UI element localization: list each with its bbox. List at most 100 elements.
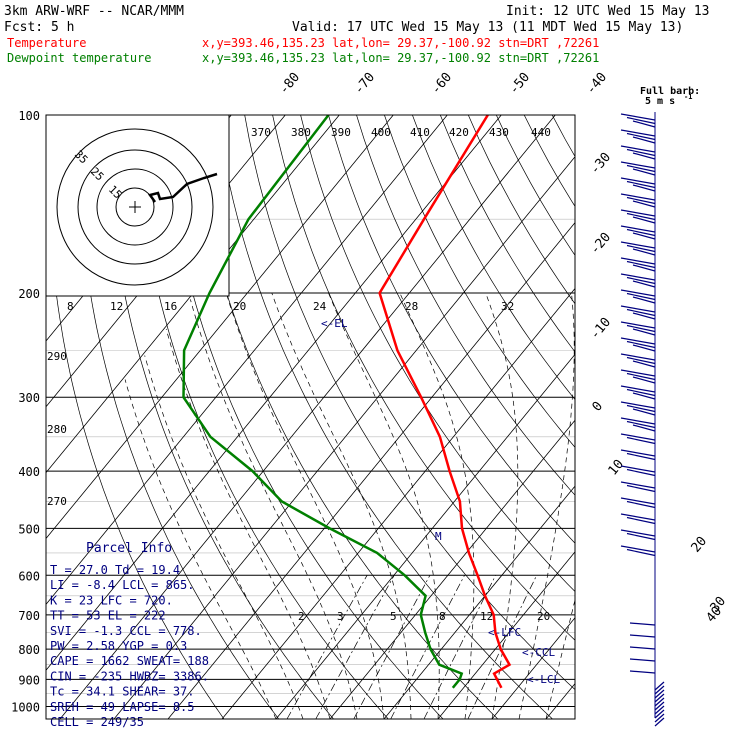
wind-barb [632, 136, 656, 144]
wind-barb [620, 321, 656, 329]
wind-barb [632, 168, 656, 176]
isotherm-line [113, 156, 575, 719]
valid-time: Valid: 17 UTC Wed 15 May 13 (11 MDT Wed … [292, 20, 683, 35]
wind-barb [626, 372, 656, 381]
parcel-info-row: PW = 2.58 YGP = 0.3 [50, 639, 187, 653]
isotherm-label: -30 [588, 150, 615, 178]
barb-key-unit: 5 m s [645, 96, 675, 107]
dry-adiabat [160, 115, 444, 719]
mixing-ratio-line [390, 575, 465, 719]
wind-barb [632, 376, 656, 384]
wind-barb [626, 484, 656, 493]
isotherm-line [46, 115, 448, 605]
temperature-profile [378, 115, 512, 689]
barb-key-exponent: -1 [684, 93, 692, 101]
diagram-border [45, 114, 576, 720]
moist-adiabat [124, 379, 277, 719]
moist-adiabat [225, 292, 385, 719]
hodograph-frame [45, 114, 230, 297]
temperature-location: x,y=393.46,135.23 lat,lon= 29.37,-100.92… [202, 36, 599, 50]
wind-barb [632, 360, 656, 368]
wind-barb [626, 276, 656, 285]
pressure-label: 1000 [11, 700, 40, 714]
wind-barb [626, 260, 656, 269]
wind-barb [620, 161, 656, 169]
dry-adiabat [384, 115, 575, 448]
mixing-ratio-line [286, 575, 368, 719]
wind-barb-surface [654, 685, 665, 695]
hodo-speed-label: 12 [110, 300, 123, 313]
dry-adiabat [244, 115, 575, 691]
theta-label: 430 [489, 126, 509, 139]
wind-barb [632, 328, 656, 336]
isotherm-label: 20 [689, 534, 711, 556]
isotherm-line [46, 115, 502, 671]
m-marker: M [435, 530, 442, 543]
wind-barb [629, 622, 656, 626]
hodo-ring [96, 168, 174, 246]
wind-barb [632, 152, 656, 160]
theta-label: 370 [251, 126, 271, 139]
isotherm-line [600, 115, 740, 719]
theta-label: 280 [47, 423, 67, 436]
wind-barb [626, 308, 656, 317]
wind-barb [620, 449, 656, 457]
wind-barb [632, 264, 656, 272]
wind-barb [620, 273, 656, 281]
isotherm-label: -80 [277, 70, 304, 98]
dry-adiabat [356, 115, 575, 496]
el-marker: <-EL [321, 317, 348, 330]
wind-barb-surface [654, 717, 665, 727]
wind-barb-surface [654, 701, 665, 711]
dry-adiabat [300, 115, 575, 592]
wind-barb [620, 465, 656, 473]
isotherm-line [59, 115, 556, 719]
wind-barb [632, 344, 656, 352]
dry-adiabat [188, 115, 499, 719]
hodo-speed-label: 20 [233, 300, 246, 313]
wind-barb [632, 424, 656, 432]
theta-label: 270 [47, 495, 67, 508]
lfc-marker: <-LFC [488, 626, 521, 639]
wind-barb [626, 420, 656, 429]
pressure-label: 700 [18, 609, 40, 623]
moist-adiabat [165, 328, 331, 719]
mixing-ratio-label: 3 [337, 610, 344, 623]
dry-adiabat [47, 115, 225, 719]
isotherm-label: 10 [606, 457, 628, 479]
isotherm-label: -10 [588, 315, 615, 343]
wind-barb [620, 209, 656, 217]
hodo-ring [56, 128, 214, 286]
pressure-label: 400 [18, 465, 40, 479]
dry-adiabat [76, 115, 279, 719]
wind-barb [620, 225, 656, 233]
isotherm-label: -60 [429, 70, 456, 98]
mixing-ratio-label: 2 [298, 610, 305, 623]
isotherm-label: 0 [590, 399, 607, 415]
dry-adiabat [328, 115, 575, 544]
theta-label: 410 [410, 126, 430, 139]
moist-adiabat-lines [124, 292, 575, 719]
wind-barb [632, 120, 656, 128]
wind-barb [620, 177, 656, 185]
wind-barb [620, 305, 656, 313]
wind-barb [626, 500, 656, 509]
dry-adiabat [495, 115, 575, 256]
theta-label: 390 [331, 126, 351, 139]
sounding-profiles [182, 115, 512, 689]
model-title: 3km ARW-WRF -- NCAR/MMM [4, 4, 184, 19]
moist-adiabat [399, 292, 475, 719]
dewpoint-legend: Dewpoint temperature [7, 51, 152, 65]
parcel-info-row: SVI = -1.3 CCL = 778. [50, 624, 202, 638]
dry-adiabat-lines [47, 115, 575, 719]
isotherm-line [329, 419, 575, 719]
dewpoint-profile [182, 115, 464, 689]
wind-barb [620, 257, 656, 265]
mixing-ratio-line [467, 575, 538, 719]
pressure-label: 900 [18, 673, 40, 687]
wind-barb-surface [654, 705, 665, 715]
pressure-label: 600 [18, 569, 40, 583]
barb-key-title: Full barb: [640, 86, 700, 97]
wind-barb [620, 369, 656, 377]
hodograph-trace [147, 172, 218, 203]
